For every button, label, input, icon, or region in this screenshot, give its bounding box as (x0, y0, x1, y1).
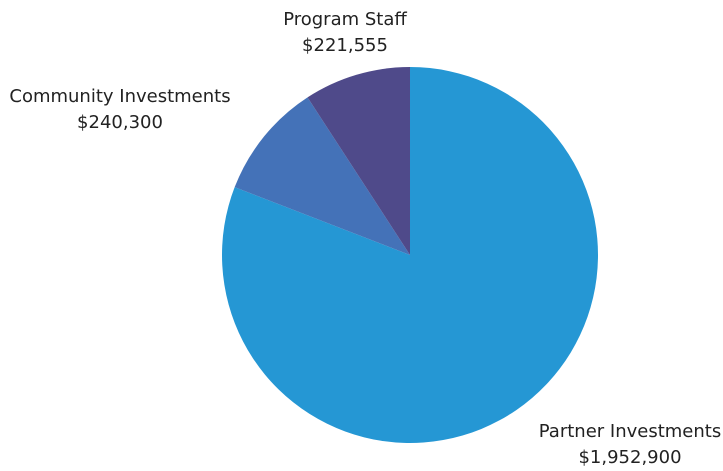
slice-label: Partner Investments (539, 421, 721, 442)
slice-value-label: $221,555 (302, 35, 388, 56)
slice-value-label: $1,952,900 (578, 447, 681, 468)
slice-value-label: $240,300 (77, 112, 163, 133)
slice-label: Community Investments (9, 86, 230, 107)
pie-slice (307, 67, 410, 255)
slice-label: Program Staff (283, 9, 407, 30)
pie-slice (234, 97, 410, 255)
